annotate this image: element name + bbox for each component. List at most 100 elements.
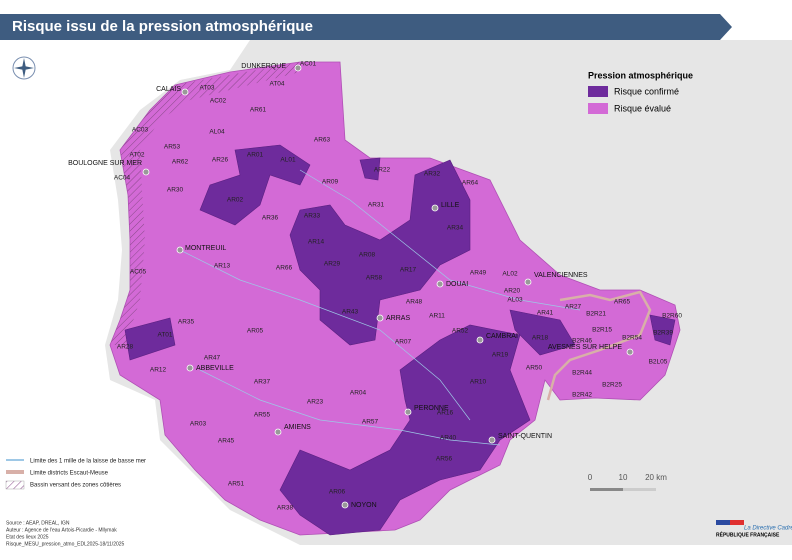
city-label: DOUAI bbox=[446, 281, 468, 288]
scale-bar bbox=[590, 488, 656, 491]
water-body-code: AR20 bbox=[504, 288, 521, 295]
water-body-code: AR26 bbox=[212, 157, 229, 164]
water-body-code: AR17 bbox=[400, 267, 417, 274]
city-label: DUNKERQUE bbox=[241, 63, 286, 70]
confirmed-area bbox=[359, 157, 381, 181]
water-body-code: B2L05 bbox=[649, 359, 668, 366]
water-body-code: AR11 bbox=[429, 313, 445, 320]
scale-segment bbox=[590, 488, 623, 491]
confirmed-area bbox=[649, 314, 676, 346]
water-body-code: AR04 bbox=[350, 390, 367, 397]
water-body-code: AC04 bbox=[114, 175, 131, 182]
water-body-code: AR63 bbox=[314, 137, 331, 144]
city-label: CAMBRAI bbox=[486, 333, 518, 340]
legend-swatch bbox=[588, 86, 608, 97]
water-body-code: AR32 bbox=[424, 171, 441, 178]
water-body-code: AR48 bbox=[406, 299, 423, 306]
water-body-code: B2R15 bbox=[592, 327, 612, 334]
water-body-code: AR14 bbox=[308, 239, 325, 246]
water-body-code: AR38 bbox=[277, 505, 294, 512]
compass-rose bbox=[14, 58, 34, 78]
water-body-code: B2R46 bbox=[572, 338, 592, 345]
scale-label: 0 bbox=[588, 473, 593, 482]
city-dot bbox=[186, 364, 194, 372]
city-dot bbox=[436, 280, 444, 288]
water-body-code: AL02 bbox=[502, 271, 518, 278]
city-label: ABBEVILLE bbox=[196, 365, 234, 372]
line-legend: Limite des 1 mille de la laisse de basse… bbox=[5, 459, 146, 490]
city-label: VALENCIENNES bbox=[534, 272, 588, 279]
sea bbox=[0, 40, 300, 545]
line-legend-label: Limite des 1 mille de la laisse de basse… bbox=[30, 459, 146, 465]
logo-text: La Directive Cadre Eau bbox=[744, 526, 792, 532]
water-body-code: AR02 bbox=[227, 197, 244, 204]
water-body-code: AR40 bbox=[440, 435, 457, 442]
water-body-code: AR43 bbox=[342, 309, 359, 316]
legend-label: Risque évalué bbox=[614, 103, 671, 113]
water-body-code: AC05 bbox=[130, 269, 147, 276]
water-body-code: AC03 bbox=[132, 127, 149, 134]
water-body-code: AR03 bbox=[190, 421, 207, 428]
water-body-code: B2R44 bbox=[572, 370, 592, 377]
city-label: ARRAS bbox=[386, 315, 410, 322]
legend-label: Risque confirmé bbox=[614, 86, 679, 96]
water-body-code: AR13 bbox=[214, 263, 231, 270]
city-dot bbox=[181, 88, 189, 96]
water-body-code: AR57 bbox=[362, 419, 379, 426]
river bbox=[299, 169, 581, 311]
line-legend-label: Bassin versant des zones côtières bbox=[30, 483, 121, 489]
line-legend-label: Limite districts Escaut-Meuse bbox=[30, 471, 109, 477]
water-body-code: AR12 bbox=[150, 367, 167, 374]
title: Risque issu de la pression atmosphérique bbox=[12, 18, 313, 35]
legend-hatch bbox=[5, 480, 25, 490]
water-body-code: B2R54 bbox=[622, 335, 642, 342]
city-label: BOULOGNE SUR MER bbox=[68, 160, 142, 167]
water-body-code: AL01 bbox=[280, 157, 296, 164]
water-body-code: AR19 bbox=[492, 352, 509, 359]
logo-text: RÉPUBLIQUE FRANÇAISE bbox=[716, 530, 780, 538]
water-body-code: AR16 bbox=[437, 410, 454, 417]
water-body-code: AR18 bbox=[532, 335, 549, 342]
confirmed-area bbox=[289, 159, 471, 346]
city-dot bbox=[626, 348, 634, 356]
city-dot bbox=[524, 278, 532, 286]
water-body-code: AR62 bbox=[172, 159, 189, 166]
water-body-code: AT03 bbox=[199, 85, 214, 92]
source-text: Source : AEAP, DREAL, IGN bbox=[6, 520, 70, 526]
water-body-code: AR22 bbox=[374, 167, 391, 174]
confirmed-area bbox=[279, 324, 531, 536]
water-body-code: AR37 bbox=[254, 379, 271, 386]
city-dot bbox=[176, 246, 184, 254]
water-body-code: AR28 bbox=[117, 344, 134, 351]
water-body-code: AR33 bbox=[304, 213, 321, 220]
confirmed-area bbox=[199, 144, 311, 226]
water-body-code: AL04 bbox=[209, 129, 225, 136]
logos bbox=[716, 520, 744, 525]
water-body-code: AR49 bbox=[470, 270, 487, 277]
confirmed-area bbox=[124, 317, 176, 361]
water-body-code: B2R25 bbox=[602, 382, 622, 389]
water-body-code: AR64 bbox=[462, 180, 479, 187]
city-label: LILLE bbox=[441, 202, 460, 209]
water-body-code: AR61 bbox=[250, 107, 267, 114]
water-body-code: AT04 bbox=[269, 81, 284, 88]
water-body-code: B2R60 bbox=[662, 313, 682, 320]
water-body-code: AR50 bbox=[526, 365, 543, 372]
water-body-code: AR51 bbox=[228, 481, 245, 488]
legend-line bbox=[6, 470, 24, 474]
water-body-code: AR29 bbox=[324, 261, 341, 268]
city-label: NOYON bbox=[351, 502, 377, 509]
water-body-code: AR58 bbox=[366, 275, 383, 282]
water-body-code: AR36 bbox=[262, 215, 279, 222]
water-body-code: AR47 bbox=[204, 355, 221, 362]
source-text: Etat des lieux 2025 bbox=[6, 534, 49, 540]
scale-segment bbox=[623, 488, 656, 491]
water-body-code: AR34 bbox=[447, 225, 464, 232]
source-text: Auteur : Agence de l'eau Artois-Picardie… bbox=[6, 527, 117, 533]
city-label: PERONNE bbox=[414, 405, 449, 412]
compass bbox=[12, 56, 36, 80]
water-body-code: AR08 bbox=[359, 252, 376, 259]
district-boundary bbox=[546, 290, 652, 401]
city-dot bbox=[431, 204, 439, 212]
